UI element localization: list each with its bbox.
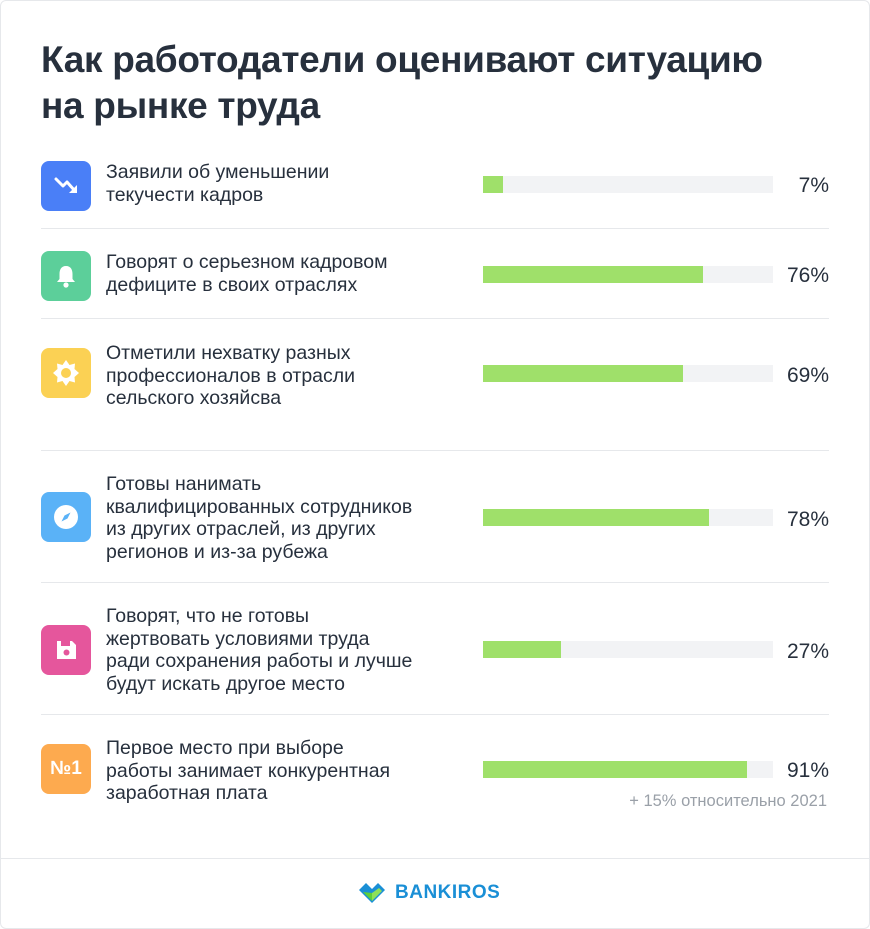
number-one-icon: №1 [41, 744, 91, 794]
annotation: + 15% относительно 2021 [629, 792, 827, 810]
bar-track [483, 266, 773, 283]
divider [41, 318, 829, 319]
bar-track [483, 509, 773, 526]
bar [483, 641, 562, 658]
divider [41, 582, 829, 583]
bar [483, 509, 710, 526]
row-label: Заявили об уменьшении текучести кадров [106, 161, 330, 206]
value-label: 78% [786, 508, 829, 531]
brand-name: BANKIROS [395, 882, 501, 903]
bar [483, 176, 504, 193]
value-label: 69% [786, 364, 829, 387]
bar [483, 266, 704, 283]
row-label: Готовы нанимать квалифицированных сотруд… [106, 473, 413, 563]
sun-icon [41, 348, 91, 398]
bar [483, 761, 747, 778]
bar-track [483, 365, 773, 382]
bar [483, 365, 684, 382]
row-label: Говорят о серьезном кадровом дефиците в … [106, 251, 388, 296]
bar-track [483, 641, 773, 658]
logo: BANKIROS [357, 880, 500, 906]
value-label: 76% [786, 264, 829, 287]
trend-down-icon [41, 161, 91, 211]
bar-track [483, 176, 773, 193]
bankiros-logo-icon [359, 883, 385, 903]
value-label: 91% [786, 759, 829, 782]
row-label: Отметили нехватку разных профессионалов … [106, 342, 356, 409]
value-label: 7% [798, 174, 829, 197]
floppy-icon [41, 625, 91, 675]
footer-divider [1, 858, 870, 859]
divider [41, 228, 829, 229]
bar-track [483, 761, 773, 778]
icon-text: №1 [50, 758, 82, 779]
divider [41, 450, 829, 451]
row-label: Говорят, что не готовы жертвовать услови… [106, 605, 413, 695]
row-label: Первое место при выборе работы занимает … [106, 737, 391, 804]
page-title: Как работодатели оценивают ситуацию на р… [41, 39, 763, 126]
bell-icon [41, 251, 91, 301]
value-label: 27% [786, 640, 829, 663]
divider [41, 714, 829, 715]
compass-icon [41, 492, 91, 542]
